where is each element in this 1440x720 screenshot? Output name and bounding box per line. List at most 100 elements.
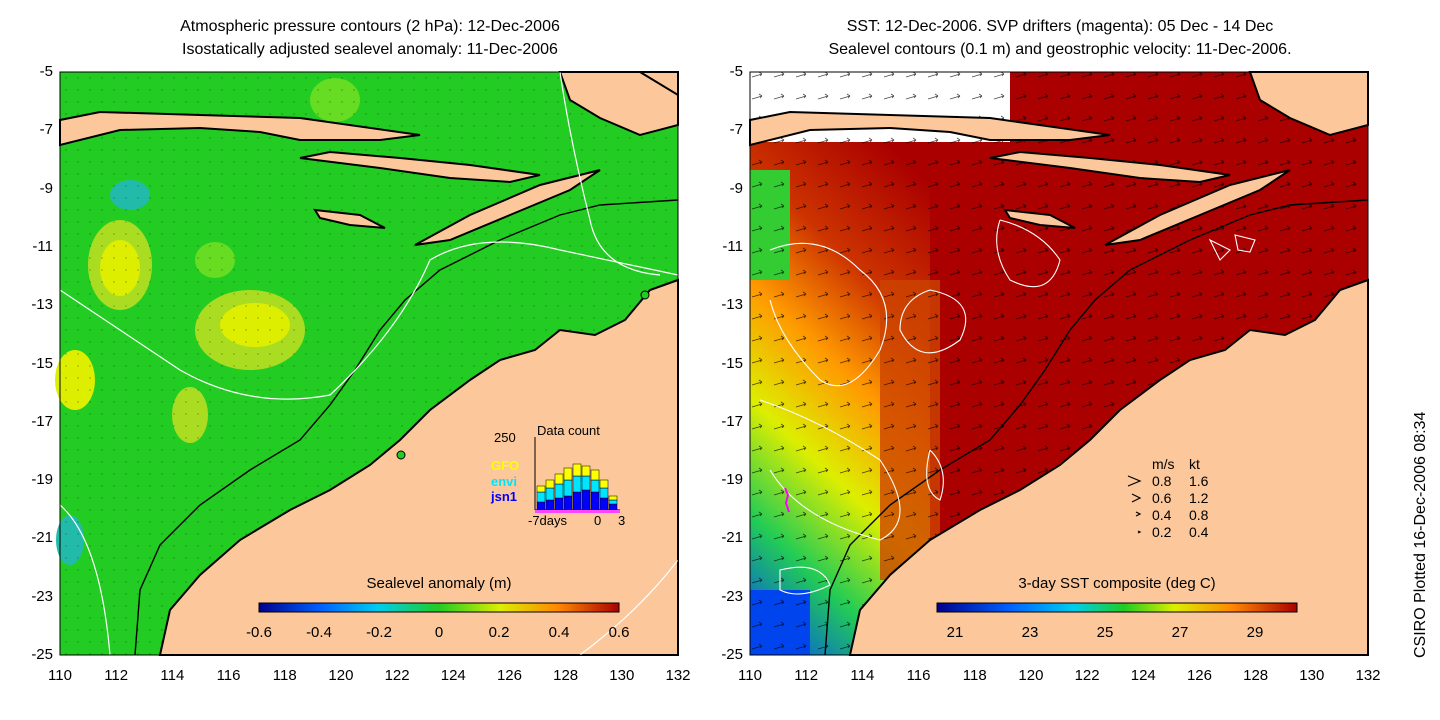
series-label-envi: envi	[491, 474, 518, 489]
sst-colorbar-label: 3-day SST composite (deg C)	[1018, 575, 1216, 592]
velocity-legend-arrows	[1127, 475, 1142, 534]
velocity-legend-header-ms: m/s	[1152, 456, 1175, 472]
histogram-bar-segment	[536, 501, 546, 511]
right-frame	[749, 71, 1369, 656]
right-map	[749, 71, 1369, 656]
velocity-legend-kt: 1.6	[1189, 473, 1209, 489]
australia-land	[158, 278, 679, 656]
x-tick-label: 132	[665, 667, 691, 684]
histogram-bar-segment	[554, 497, 564, 511]
x-tick-label: 114	[160, 667, 185, 684]
x-tick-label: 130	[1299, 667, 1325, 684]
velocity-legend-ms: 0.2	[1152, 524, 1172, 540]
velocity-legend-kt: 0.4	[1189, 524, 1209, 540]
x-tick-label: 128	[1243, 667, 1269, 684]
y-tick-label: -9	[39, 179, 53, 197]
y-tick-label: -9	[729, 179, 743, 197]
x-tick-label: 118	[272, 667, 297, 684]
velocity-legend-kt: 1.2	[1189, 490, 1209, 506]
velocity-legend-ms: 0.4	[1152, 507, 1172, 523]
tide-gauge-marker	[396, 450, 406, 460]
x-tick-label: 114	[850, 667, 875, 684]
tide-gauge-marker	[640, 290, 650, 300]
y-tick-label: -23	[31, 587, 53, 605]
histogram-bar-segment	[608, 495, 618, 501]
histogram-bar-segment	[599, 479, 609, 489]
histogram-bar-segment	[581, 489, 591, 511]
y-tick-label: -13	[721, 296, 743, 314]
histogram-bar-segment	[545, 499, 555, 511]
pressure-contour	[59, 504, 111, 656]
y-tick-label: -19	[31, 471, 53, 489]
histogram-ymax: 250	[494, 430, 516, 445]
x-tick-label: 124	[440, 667, 466, 684]
y-tick-label: -17	[31, 412, 53, 430]
left-title-line1: Atmospheric pressure contours (2 hPa): 1…	[180, 18, 560, 35]
histogram-bar-segment	[590, 479, 600, 493]
y-tick-label: -23	[721, 587, 743, 605]
x-tick-label: 122	[1074, 667, 1100, 684]
sealevel-contour	[926, 449, 944, 501]
nusa-islands	[299, 150, 541, 184]
x-tick-label: 118	[962, 667, 987, 684]
histogram-bar-segment	[554, 473, 564, 485]
left-map	[55, 71, 679, 656]
sealevel-contour	[996, 219, 1061, 288]
x-tick-label: 124	[1130, 667, 1156, 684]
histogram-bar-segment	[608, 503, 618, 511]
y-tick-label: -5	[729, 63, 743, 80]
histogram-xlabel-end: 3	[618, 513, 626, 528]
y-tick-label: -19	[721, 471, 743, 489]
y-tick-label: -13	[31, 296, 53, 314]
histogram-bar-segment	[545, 479, 555, 489]
x-tick-label: 116	[216, 667, 241, 684]
data-count-histogram	[534, 437, 620, 513]
y-tick-label: -5	[39, 63, 53, 80]
histogram-bar-segment	[563, 467, 573, 481]
x-tick-label: 126	[496, 667, 522, 684]
shelf-contour-r	[824, 199, 1369, 656]
histogram-bar-segment	[590, 491, 600, 511]
velocity-legend-ms: 0.8	[1152, 473, 1172, 489]
java-island-r	[749, 110, 1111, 147]
y-tick-label: -7	[729, 121, 743, 139]
sumba-island-r	[1003, 208, 1076, 229]
sla-colorbar-label: Sealevel anomaly (m)	[366, 575, 512, 592]
histogram-bar-segment	[536, 491, 546, 503]
x-tick-label: 112	[104, 667, 129, 684]
velocity-legend-kt: 0.8	[1189, 507, 1209, 523]
y-tick-label: -21	[721, 529, 743, 547]
pressure-contour	[559, 71, 661, 276]
series-label-gfo: GFO	[491, 458, 520, 473]
x-tick-label: 116	[906, 667, 931, 684]
histogram-bar-segment	[581, 475, 591, 491]
histogram-bar-segment	[572, 491, 582, 511]
x-tick-label: 130	[609, 667, 635, 684]
histogram-bar-segment	[590, 469, 600, 481]
x-tick-label: 110	[738, 667, 762, 684]
histogram-bar-segment	[536, 485, 546, 493]
sealevel-contour	[899, 289, 967, 354]
y-tick-label: -11	[32, 237, 53, 255]
plot-credit: CSIRO Plotted 16-Dec-2006 08:34	[1412, 411, 1429, 658]
y-tick-label: -17	[721, 412, 743, 430]
left-frame	[59, 71, 679, 656]
histogram-bar-segment	[554, 483, 564, 499]
sealevel-contour	[769, 242, 888, 387]
x-tick-label: 120	[328, 667, 354, 684]
svp-drifter-track	[784, 487, 790, 513]
histogram-bar-segment	[563, 495, 573, 511]
right-title-line2: Sealevel contours (0.1 m) and geostrophi…	[828, 41, 1292, 58]
nusa-islands-r	[989, 150, 1231, 184]
sst-colorbar-tick: 23	[1021, 624, 1039, 641]
timor-island	[414, 169, 601, 246]
sla-colorbar	[258, 602, 620, 613]
pressure-contour	[579, 559, 679, 656]
sealevel-contour	[779, 566, 831, 595]
pressure-contour	[59, 241, 679, 400]
velocity-legend-header-kt: kt	[1189, 456, 1200, 472]
sealevel-contour	[1208, 238, 1231, 261]
sst-colorbar-tick: 25	[1096, 624, 1114, 641]
sla-colorbar-tick: 0	[434, 624, 444, 641]
